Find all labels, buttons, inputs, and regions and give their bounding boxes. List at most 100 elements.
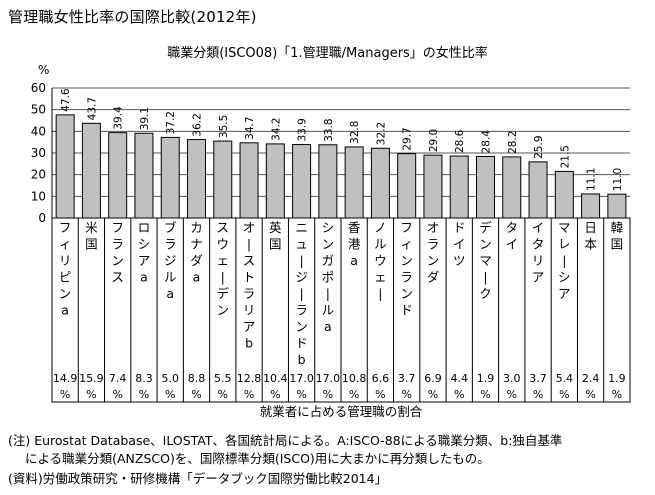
bar-value-label: 47.6 — [60, 88, 72, 112]
table-unit: % — [218, 388, 228, 401]
bar — [318, 144, 338, 219]
bar-value-label: 11.1 — [586, 168, 598, 191]
bar — [55, 114, 75, 219]
table-value: 3.7 — [398, 372, 416, 385]
table-value: 8.8 — [188, 372, 206, 385]
table-value: 2.4 — [582, 372, 600, 385]
bar — [160, 136, 180, 219]
table-unit: % — [165, 388, 175, 401]
table-value: 1.9 — [608, 372, 626, 385]
footnote-note-continued: による職業分類(ANZSCO)を、国際標準分類(ISCO)用に大まかに再分類した… — [25, 451, 490, 466]
bar-value-label: 21.5 — [559, 145, 571, 168]
table-value: 6.6 — [372, 372, 390, 385]
bar — [134, 132, 154, 219]
table-unit: % — [454, 388, 464, 401]
category-label: 日本 — [584, 220, 597, 252]
table-value: 3.7 — [529, 372, 547, 385]
table-unit: % — [612, 388, 622, 401]
category-label: マレ|シア — [558, 220, 571, 301]
table-value: 5.4 — [556, 372, 574, 385]
table-unit: % — [139, 388, 149, 401]
bar-chart: 0 10 20 30 40 50 60 47.6 43.7 39.4 39.1 37.2 36.2 35.… — [31, 81, 631, 419]
bar — [370, 147, 390, 219]
table-unit: % — [323, 388, 333, 401]
bar-value-label: 34.7 — [244, 116, 256, 139]
table-unit: % — [86, 388, 96, 401]
category-label: オ|ストラリア b — [243, 220, 256, 351]
bar-value-label: 11.0 — [612, 168, 624, 191]
table-value: 4.4 — [450, 372, 468, 385]
bar — [81, 122, 101, 219]
y-tick-label: 30 — [31, 146, 46, 160]
footnote-note: (注) Eurostat Database、ILOSTAT、各国統計局による。A… — [8, 433, 563, 448]
bar — [581, 193, 601, 219]
y-tick-label: 0 — [38, 211, 46, 225]
y-tick-label: 20 — [31, 168, 46, 182]
bar-value-label: 36.2 — [192, 113, 204, 136]
table-unit: % — [507, 388, 517, 401]
table-unit: % — [559, 388, 569, 401]
category-label: ノルウェ| — [374, 220, 387, 301]
table-unit: % — [533, 388, 543, 401]
bar-value-label: 33.9 — [297, 118, 309, 141]
table-value: 12.8 — [237, 372, 262, 385]
bar — [502, 156, 522, 219]
y-tick-label: 50 — [31, 103, 46, 117]
bar — [344, 146, 364, 219]
table-unit: % — [244, 388, 254, 401]
bar-value-label: 35.5 — [218, 115, 230, 138]
category-label: カナダ a — [190, 220, 203, 285]
category-label: タイ — [506, 220, 519, 252]
y-axis-unit-label: % — [38, 63, 50, 77]
table-unit: % — [270, 388, 280, 401]
bar — [187, 139, 206, 219]
table-value: 7.4 — [109, 372, 127, 385]
table-unit: % — [349, 388, 359, 401]
bar — [528, 161, 548, 219]
category-label: ドイツ — [453, 220, 466, 268]
bar-value-label: 28.6 — [454, 129, 466, 153]
table-value: 17.0 — [289, 372, 314, 385]
footnote-source: (資料)労働政策研究・研修機構「データブック国際労働比較2014」 — [8, 471, 388, 486]
table-unit: % — [191, 388, 201, 401]
bar-value-label: 39.4 — [113, 106, 125, 130]
category-label: シンガポ|ル a — [322, 220, 335, 334]
table-value: 17.0 — [316, 372, 341, 385]
category-label: デンマ|ク — [479, 220, 492, 301]
y-tick-label: 60 — [31, 81, 46, 95]
bar-value-label: 32.8 — [349, 121, 361, 144]
bar — [239, 142, 259, 219]
bar — [397, 153, 417, 219]
table-value: 14.9 — [53, 372, 78, 385]
bar — [554, 170, 574, 219]
page-title: 管理職女性比率の国際比較(2012年) — [8, 8, 257, 26]
bar — [292, 144, 312, 219]
chart-title: 職業分類(ISCO08)「1.管理職/Managers」の女性比率 — [167, 46, 488, 61]
category-label: 英国 — [269, 220, 282, 252]
category-label: フィンランド — [400, 220, 413, 318]
bar-value-label: 28.2 — [507, 131, 519, 154]
y-tick-label: 10 — [31, 189, 46, 203]
table-unit: % — [401, 388, 411, 401]
category-label: ニュ|ジ|ランド b — [295, 220, 308, 367]
table-unit: % — [585, 388, 595, 401]
table-unit: % — [296, 388, 306, 401]
table-value: 10.8 — [342, 372, 367, 385]
table-unit: % — [375, 388, 385, 401]
bar — [449, 155, 469, 219]
category-label: オランダ — [427, 220, 440, 285]
bar-value-label: 29.0 — [428, 129, 440, 152]
category-label: イタリア — [532, 220, 545, 285]
bar-value-label: 25.9 — [533, 135, 545, 158]
category-label: ブラジル a — [164, 220, 177, 301]
table-value: 15.9 — [79, 372, 104, 385]
bar — [108, 132, 128, 219]
bar — [423, 154, 443, 219]
bar — [265, 143, 285, 219]
bar — [476, 155, 495, 219]
bar-value-label: 29.7 — [402, 127, 414, 150]
table-value: 5.0 — [161, 372, 179, 385]
table-unit: % — [112, 388, 122, 401]
bar-value-label: 43.7 — [86, 97, 98, 120]
table-value: 5.5 — [214, 372, 232, 385]
